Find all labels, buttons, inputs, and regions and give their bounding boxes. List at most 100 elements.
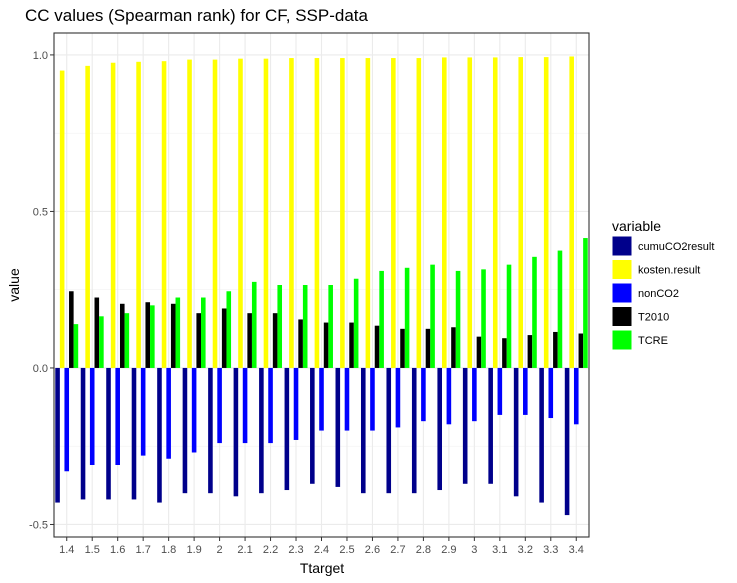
plot-border [53, 32, 590, 538]
axes: -0.5 0.0 0.5 1.0 1.4 1.5 1.6 1.7 1.8 1.9 2 2.1 2.2 2.… [29, 32, 590, 556]
legend-label: kosten.result [638, 265, 700, 277]
bar-t2010 [69, 291, 74, 368]
bar-nonco2 [523, 367, 528, 415]
bar-t2010 [349, 322, 354, 368]
bar-kosten-result [391, 58, 396, 368]
bar-kosten-result [85, 65, 90, 368]
bar-cumuco2result [131, 367, 137, 500]
bar-kosten-result [340, 58, 345, 368]
legend-key [611, 282, 633, 304]
legend-key [611, 306, 633, 327]
bar-kosten-result [467, 57, 473, 368]
x-tick-label: 2.6 [365, 544, 380, 556]
bar-kosten-result [492, 57, 498, 368]
bar-t2010 [400, 328, 405, 368]
bar-t2010 [272, 313, 278, 368]
bar-cumuco2result [106, 367, 111, 500]
bar-tcre [328, 285, 333, 368]
x-tick-label: 2.3 [288, 544, 303, 556]
bar-nonco2 [319, 367, 324, 431]
bar-kosten-result [365, 58, 371, 368]
bar-kosten-result [136, 61, 141, 368]
bar-t2010 [502, 338, 507, 368]
bar-t2010 [527, 335, 533, 368]
x-axis-title: Ttarget [300, 560, 344, 576]
bar-nonco2 [344, 367, 350, 431]
y-tick-label: 0.0 [33, 363, 48, 375]
bar-nonco2 [191, 367, 197, 453]
bar-kosten-result [59, 70, 65, 368]
bar-nonco2 [64, 367, 70, 472]
bar-cumuco2result [488, 367, 493, 484]
bar-tcre [150, 305, 155, 368]
bar-t2010 [94, 297, 100, 368]
bar-nonco2 [268, 367, 273, 444]
legend-key [611, 329, 633, 351]
bar-kosten-result [543, 57, 549, 368]
bar-kosten-result [518, 57, 524, 368]
bar-cumuco2result [55, 367, 60, 503]
x-tick-label: 2.4 [314, 544, 329, 556]
bar-t2010 [247, 313, 252, 368]
bar-cumuco2result [182, 367, 188, 494]
legend: variable cumuCO2result kosten.result nonCO… [611, 218, 714, 351]
bar-cumuco2result [539, 367, 544, 503]
y-tick-label: -0.5 [29, 519, 48, 531]
bar-tcre [226, 291, 232, 368]
bar-tcre [430, 264, 435, 368]
x-tick-label: 1.9 [186, 544, 201, 556]
bar-nonco2 [548, 367, 554, 419]
bar-nonco2 [573, 367, 579, 425]
legend-key [611, 235, 633, 257]
bar-nonco2 [115, 367, 120, 465]
bar-cumuco2result [208, 367, 213, 494]
x-tick-label: 2.2 [263, 544, 278, 556]
bar-kosten-result [314, 58, 320, 368]
bar-kosten-result [569, 56, 574, 368]
x-tick-label: 3.4 [569, 544, 584, 556]
bar-nonco2 [446, 367, 452, 425]
x-tick-label: 1.7 [136, 544, 151, 556]
bar-nonco2 [242, 367, 248, 444]
bar-cumuco2result [360, 367, 366, 494]
bar-cumuco2result [259, 367, 264, 494]
bar-cumuco2result [437, 367, 443, 491]
bar-t2010 [578, 333, 584, 368]
bar-tcre [73, 324, 79, 368]
y-tick-label: 1.0 [33, 50, 48, 62]
bar-tcre [404, 267, 410, 368]
bar-kosten-result [110, 62, 116, 368]
x-tick-label: 2.9 [441, 544, 456, 556]
legend-title: variable [612, 218, 661, 234]
bar-cumuco2result [310, 367, 315, 484]
bar-tcre [481, 269, 486, 368]
legend-key [611, 259, 633, 280]
bar-t2010 [425, 328, 431, 368]
bar-kosten-result [263, 58, 269, 368]
bar-nonco2 [421, 367, 426, 422]
x-tick-label: 3.1 [492, 544, 507, 556]
legend-label: TCRE [638, 335, 668, 347]
bar-cumuco2result [386, 367, 392, 494]
x-tick-label: 1.4 [59, 544, 74, 556]
bar-cumuco2result [564, 367, 570, 516]
bar-nonco2 [472, 367, 477, 422]
bar-t2010 [374, 325, 380, 368]
bar-tcre [557, 250, 563, 368]
bar-t2010 [119, 303, 125, 368]
x-tick-label: 2.5 [339, 544, 354, 556]
bar-t2010 [221, 308, 227, 368]
bar-tcre [302, 285, 308, 368]
x-tick-label: 1.8 [161, 544, 176, 556]
bar-kosten-result [161, 61, 167, 368]
bar-t2010 [553, 331, 558, 368]
bar-t2010 [451, 327, 456, 368]
bar-cumuco2result [157, 367, 162, 503]
x-tick-label: 3.2 [518, 544, 533, 556]
bar-tcre [175, 297, 181, 368]
bar-t2010 [145, 302, 151, 368]
bar-nonco2 [166, 367, 171, 459]
bar-t2010 [323, 322, 329, 368]
bar-t2010 [476, 336, 482, 368]
